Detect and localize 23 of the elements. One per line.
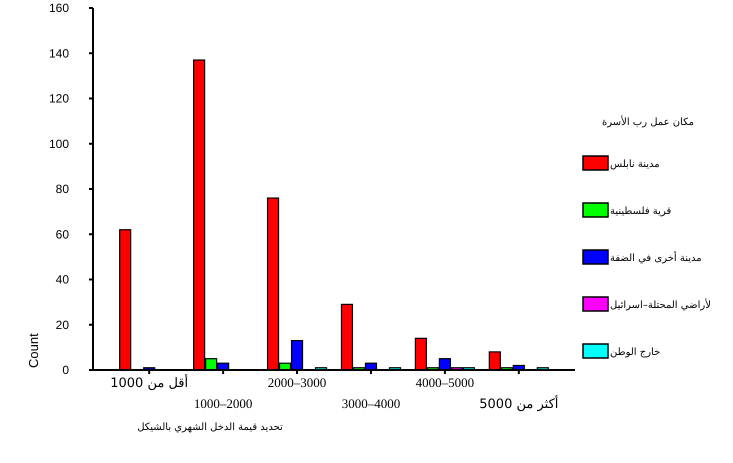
legend-title: مكان عمل رب الأسرة bbox=[602, 115, 694, 128]
y-tick-label: 0 bbox=[62, 363, 70, 377]
y-tick-label: 20 bbox=[56, 318, 70, 332]
y-tick-label: 80 bbox=[56, 182, 70, 196]
x-tick-label: أقل من 1000 bbox=[110, 374, 188, 391]
legend-label: مدينة نابلس bbox=[610, 159, 660, 170]
y-tick-label: 140 bbox=[48, 46, 70, 60]
x-tick-label: 2000–3000 bbox=[268, 375, 326, 390]
y-tick-label: 100 bbox=[48, 136, 70, 151]
x-tick-label: أكثر من 5000 bbox=[479, 395, 558, 412]
y-tick-label: 120 bbox=[48, 92, 70, 106]
legend-label: قرية فلسطينية bbox=[610, 206, 672, 217]
x-axis-title: تحديد قيمة الدخل الشهري بالشيكل bbox=[137, 422, 284, 433]
y-tick-label: 40 bbox=[56, 272, 70, 286]
x-tick-label: 1000–2000 bbox=[194, 396, 252, 411]
x-tick-label: 4000–5000 bbox=[416, 375, 474, 390]
x-tick-label: 3000–4000 bbox=[342, 396, 400, 411]
legend-label: مدينة أخرى في الضفة bbox=[610, 251, 702, 264]
legend-label: لأراضي المحتلة–اسرائيل bbox=[610, 298, 711, 311]
y-tick-label: 60 bbox=[56, 227, 70, 242]
y-tick-label: 160 bbox=[48, 1, 70, 15]
legend-label: خارج الوطن bbox=[610, 347, 660, 358]
y-axis-title: Count bbox=[26, 332, 41, 368]
